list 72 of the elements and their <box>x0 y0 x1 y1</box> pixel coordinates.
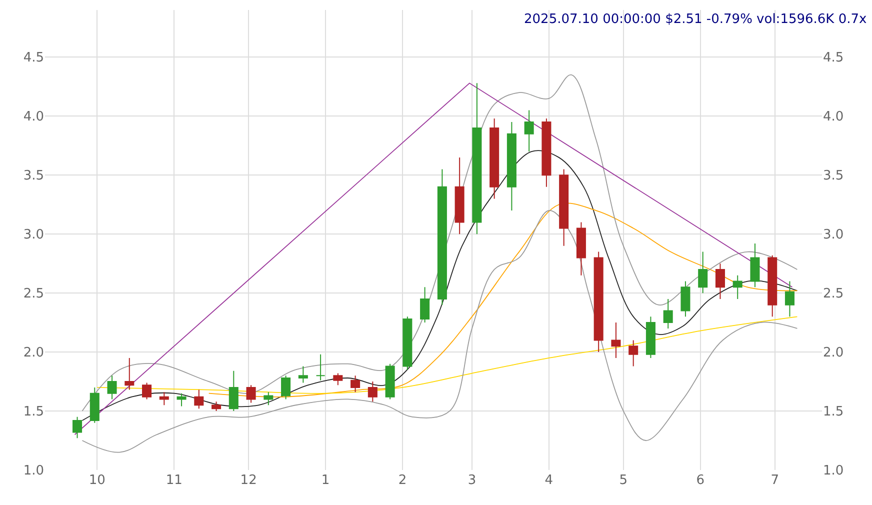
candlestick <box>368 381 378 402</box>
y-tick-label: 4.0 <box>23 110 44 125</box>
candlestick <box>281 375 291 400</box>
candlestick <box>90 386 100 424</box>
line-series <box>96 316 798 394</box>
y2-tick-label: 1.0 <box>823 464 844 479</box>
x-tick-label: 1 <box>321 473 330 488</box>
x-tick-label: 4 <box>544 473 554 488</box>
candlestick <box>698 251 708 294</box>
candlestick <box>228 370 238 412</box>
y-tick-label: 3.5 <box>23 168 44 184</box>
candlestick <box>559 168 569 246</box>
candlestick <box>124 357 134 390</box>
candlestick <box>732 274 742 300</box>
y-tick-label: 1.5 <box>23 404 44 420</box>
candlestick <box>264 392 274 406</box>
candlestick <box>506 122 516 212</box>
candlestick <box>784 280 794 318</box>
candlestick <box>628 340 638 367</box>
candlestick <box>316 354 326 381</box>
candlestick <box>663 298 673 329</box>
y2-tick-label: 3.5 <box>823 168 844 184</box>
y-tick-label: 2.0 <box>23 346 44 361</box>
y2-tick-label: 3.0 <box>823 228 844 243</box>
annotation: 2025.07.10 00:00:00 $2.51 -0.79% vol:1596.6K 0.7x <box>524 12 868 27</box>
candlestick <box>176 392 186 407</box>
x-tick-label: 7 <box>770 473 779 488</box>
candlestick <box>420 286 430 324</box>
candlestick <box>611 322 621 358</box>
candlestick <box>646 316 656 358</box>
candlestick <box>194 389 204 410</box>
candlestick <box>333 372 343 386</box>
candlestick <box>768 254 778 318</box>
candlestick <box>246 384 256 404</box>
x-tick-label: 12 <box>240 473 257 488</box>
candlestick <box>490 118 500 200</box>
candlestick <box>72 416 82 439</box>
candlestick <box>680 280 690 318</box>
candlestick <box>715 263 725 300</box>
candlestick <box>576 222 586 276</box>
line-series <box>82 150 798 421</box>
x-tick-label: 6 <box>696 473 704 488</box>
y2-tick-label: 2.0 <box>823 346 844 361</box>
y-tick-label: 3.0 <box>23 228 44 243</box>
y2-tick-label: 1.5 <box>823 404 844 420</box>
x-tick-label: 10 <box>88 473 106 488</box>
candlestick <box>298 366 308 384</box>
y-tick-label: 4.5 <box>23 50 44 66</box>
candlestick <box>472 82 482 235</box>
y2-tick-label: 4.0 <box>823 110 844 125</box>
line-series <box>82 210 798 453</box>
y2-tick-label: 4.5 <box>823 50 844 66</box>
candlestick <box>402 316 412 370</box>
candlestick <box>524 110 534 152</box>
candlestick <box>594 251 604 353</box>
y-tick-label: 2.5 <box>23 286 44 302</box>
x-tick-label: 3 <box>468 473 476 488</box>
candlestick <box>159 392 169 406</box>
candlestick <box>142 382 152 400</box>
x-tick-label: 2 <box>398 473 407 488</box>
candlestick <box>542 118 552 188</box>
candlestick <box>454 156 464 235</box>
candlestick <box>750 243 760 288</box>
x-tick-label: 5 <box>619 473 628 488</box>
candlestick <box>350 375 360 393</box>
candlestick <box>437 168 447 306</box>
x-tick-label: 11 <box>166 473 182 488</box>
candlestick <box>212 401 222 412</box>
candlestick <box>385 363 395 400</box>
y-tick-label: 1.0 <box>23 464 44 479</box>
y2-tick-label: 2.5 <box>823 286 844 302</box>
candlestick <box>107 375 117 400</box>
